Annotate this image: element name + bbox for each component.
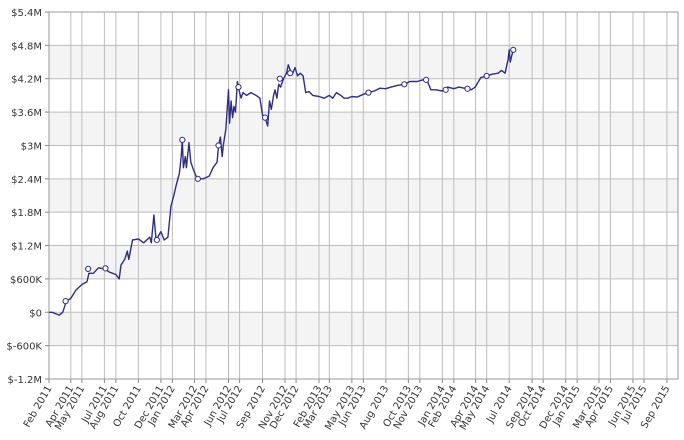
plot-border [48, 11, 679, 380]
series-marker [510, 46, 517, 53]
y-tick-label: $1.2M [11, 242, 42, 253]
series-marker [287, 70, 294, 77]
series-marker [194, 175, 201, 182]
series-marker [423, 76, 430, 83]
series-marker [235, 83, 242, 91]
series-marker [401, 81, 408, 88]
series-marker [261, 114, 269, 121]
series-marker [483, 72, 490, 80]
series-marker [276, 75, 283, 82]
series-marker [153, 236, 160, 244]
y-tick-label: $4.8M [11, 41, 42, 52]
y-tick-label: $-600K [6, 342, 42, 353]
series-line [49, 49, 514, 316]
series-marker [85, 265, 92, 272]
y-tick-label: $3M [21, 141, 42, 152]
y-tick-label: $0 [29, 308, 42, 319]
y-tick-label: $600K [10, 275, 42, 286]
y-tick-label: $-1.2M [7, 375, 42, 386]
series-marker [464, 85, 471, 92]
series-marker [215, 142, 222, 149]
series-marker [365, 89, 372, 96]
series-marker [179, 136, 186, 143]
y-tick-label: $5.4M [11, 8, 42, 19]
y-tick-label: $3.6M [11, 108, 42, 119]
y-tick-label: $4.2M [11, 75, 42, 86]
y-tick-label: $1.8M [11, 208, 42, 219]
series-marker [62, 298, 69, 305]
y-tick-label: $2.4M [11, 175, 42, 186]
series-marker [442, 86, 449, 93]
series-marker [102, 265, 109, 272]
